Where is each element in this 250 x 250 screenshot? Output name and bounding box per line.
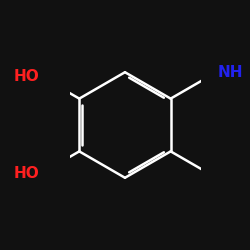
Text: HO: HO xyxy=(13,166,39,181)
Text: HO: HO xyxy=(13,69,39,84)
Text: NH: NH xyxy=(218,65,243,80)
